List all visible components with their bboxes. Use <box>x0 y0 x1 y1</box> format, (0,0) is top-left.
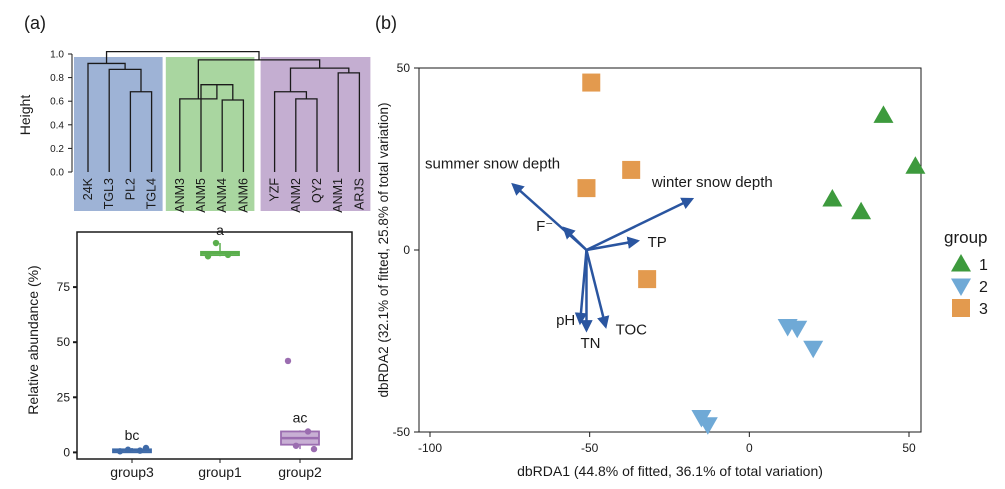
box-point-group2 <box>310 445 318 453</box>
boxplot-y-tick-label: 25 <box>57 390 71 404</box>
boxplot-y-tick-label: 75 <box>57 280 71 294</box>
dendrogram-leaf-label: QY2 <box>310 178 324 203</box>
point-group-3 <box>577 179 596 198</box>
box-point-group2 <box>292 442 300 449</box>
legend-label-2: 2 <box>979 279 988 296</box>
vector-label: TP <box>648 234 667 251</box>
box-letter-group2: ac <box>293 409 308 425</box>
dbrda-x-tick-label: -50 <box>581 441 599 455</box>
dendrogram-leaf-label: TGL3 <box>102 178 116 209</box>
dendrogram-panel: 1.0 0.8 0.6 0.4 0.2 0.0 24K TGL3 PL2 TGL4 ANM3 ANM… <box>17 50 371 213</box>
point-group-3 <box>582 73 601 92</box>
legend-title: group <box>944 228 987 247</box>
point-group-1 <box>822 189 843 207</box>
dendrogram-y-tick-label: 0.4 <box>50 120 64 131</box>
dendrogram-y-tick-label: 0.2 <box>50 144 64 155</box>
vector-label: TN <box>580 335 600 352</box>
boxplot-frame <box>76 231 353 460</box>
boxplot-y-tick-label: 0 <box>63 445 70 459</box>
dendrogram-branch <box>105 50 260 64</box>
vector-arrow <box>585 249 610 329</box>
dendrogram-leaf-label: ANM3 <box>173 178 187 213</box>
dendrogram-leaf-label: ANM1 <box>331 178 345 213</box>
boxplot-panel: 0 25 50 75 group3 group1 group2 bc a ac Relative… <box>25 222 353 480</box>
dbrda-y-tick-label: -50 <box>393 425 411 439</box>
legend: group 1 2 3 <box>944 228 988 318</box>
dendrogram-leaf-label: ARJS <box>352 178 366 210</box>
legend-key-1 <box>951 254 971 272</box>
box-point-group1 <box>224 251 232 259</box>
dendrogram-y-tick-label: 0.8 <box>50 73 64 84</box>
box-point-group1 <box>212 239 220 247</box>
dbrda-x-tick-label: -100 <box>418 441 442 455</box>
dbrda-frame <box>418 67 922 433</box>
point-group-1 <box>905 156 926 174</box>
vector-arrow <box>586 236 641 252</box>
vector-label: F⁻ <box>536 218 553 235</box>
boxplot-y-label: Relative abundance (%) <box>25 265 41 414</box>
legend-label-3: 3 <box>979 301 988 318</box>
vector-arrow <box>562 226 588 251</box>
point-group-3 <box>622 160 641 179</box>
dendrogram-y-tick-label: 0.0 <box>50 168 64 179</box>
point-group-3 <box>638 270 657 289</box>
dendrogram-leaf-label: ANM2 <box>289 178 303 213</box>
boxplot-x-tick-label: group3 <box>110 464 154 480</box>
vector-label: summer snow depth <box>425 155 560 172</box>
box-letter-group3: bc <box>125 427 140 443</box>
box-point-group3 <box>136 447 144 454</box>
dbrda-x-tick-label: 0 <box>746 441 753 455</box>
dendrogram-leaf-label: PL2 <box>123 178 137 200</box>
box-point-group2 <box>284 357 292 365</box>
vector-arrow <box>585 197 695 252</box>
vector-label: pH <box>556 312 575 329</box>
point-group-2 <box>787 320 808 339</box>
point-group-2 <box>697 417 718 435</box>
boxplot-x-tick-label: group1 <box>198 464 242 480</box>
box-point-group1 <box>204 253 212 260</box>
legend-key-2 <box>951 278 971 296</box>
box-point-group3 <box>116 448 124 455</box>
dendrogram-leaf-label: ANM4 <box>215 178 229 213</box>
dbrda-y-label: dbRDA2 (32.1% of fitted, 25.8% of total … <box>376 103 391 398</box>
box-point-group2 <box>304 428 312 435</box>
point-group-1 <box>873 105 894 123</box>
box-point-group3 <box>142 444 150 452</box>
dendrogram-y-tick-label: 1.0 <box>50 50 64 61</box>
cluster-box-1 <box>74 57 163 211</box>
panel-a-label: (a) <box>24 13 46 33</box>
dendrogram-leaf-label: ANM5 <box>194 178 208 213</box>
boxplot-x-tick-label: group2 <box>278 464 322 480</box>
boxplot-y-tick-label: 50 <box>57 335 71 349</box>
dendrogram-leaf-label: ANM6 <box>236 178 250 213</box>
dbrda-panel: -100 -50 0 50 -50 0 50 summer snow depth winter… <box>376 61 926 479</box>
dendrogram-y-label: Height <box>17 95 33 136</box>
box-point-group3 <box>124 446 132 453</box>
cluster-box-2 <box>165 57 255 211</box>
point-group-1 <box>851 201 872 220</box>
dbrda-x-tick-label: 50 <box>902 441 916 455</box>
dbrda-x-label: dbRDA1 (44.8% of fitted, 36.1% of total … <box>517 463 823 479</box>
dendrogram-leaf-label: YZF <box>268 178 282 202</box>
dendrogram-leaf-label: 24K <box>81 177 95 200</box>
point-group-2 <box>803 340 824 359</box>
dbrda-y-tick-label: 50 <box>397 61 411 75</box>
cluster-box-3 <box>260 57 371 211</box>
dendrogram-leaf-label: TGL4 <box>145 178 159 209</box>
legend-key-3 <box>952 299 970 317</box>
legend-label-1: 1 <box>979 257 988 274</box>
dendrogram-y-tick-label: 0.6 <box>50 97 64 108</box>
panel-b-label: (b) <box>375 13 397 33</box>
vector-label: winter snow depth <box>651 174 773 191</box>
vector-label: TOC <box>616 321 648 338</box>
box-letter-group1: a <box>216 222 224 238</box>
dbrda-y-tick-label: 0 <box>403 243 410 257</box>
